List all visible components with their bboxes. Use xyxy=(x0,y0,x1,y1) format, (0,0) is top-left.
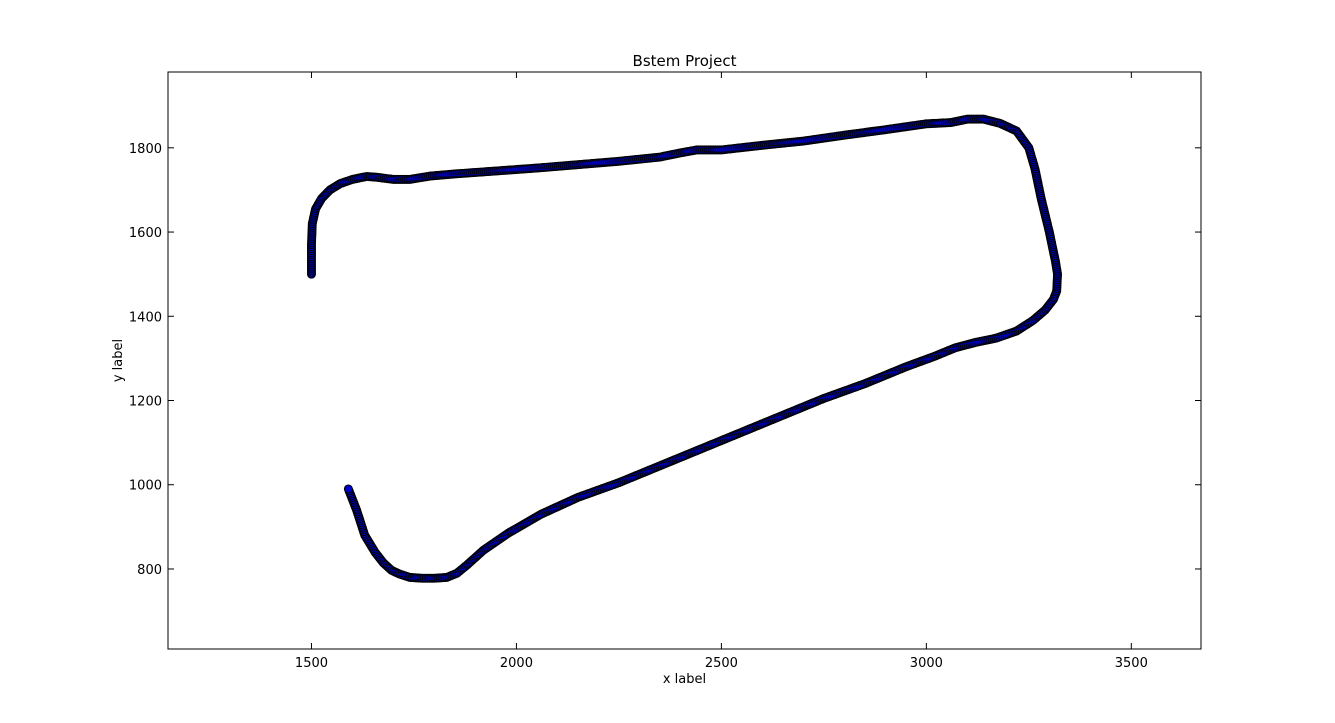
chart-title: Bstem Project xyxy=(633,52,737,70)
x-tick-label: 2500 xyxy=(705,656,738,671)
y-tick-label: 1000 xyxy=(129,479,162,494)
data-point xyxy=(343,484,353,494)
x-tick-label: 3000 xyxy=(910,656,943,671)
y-tick-label: 1600 xyxy=(129,226,162,241)
plot-frame xyxy=(167,71,1202,650)
y-axis-ticks: 800 1000 1200 1400 1600 1800 xyxy=(129,142,1201,578)
y-axis-label: y label xyxy=(111,339,126,382)
x-axis-label: x label xyxy=(663,672,706,687)
x-axis-ticks: 1500 2000 2500 3000 3500 xyxy=(295,72,1148,671)
y-tick-label: 800 xyxy=(137,563,162,578)
x-tick-label: 3500 xyxy=(1115,656,1148,671)
y-tick-label: 1800 xyxy=(129,142,162,157)
x-tick-label: 1500 xyxy=(295,656,328,671)
trajectory-series xyxy=(306,114,1063,583)
y-tick-label: 1400 xyxy=(129,310,162,325)
x-tick-label: 2000 xyxy=(500,656,533,671)
y-tick-label: 1200 xyxy=(129,395,162,410)
